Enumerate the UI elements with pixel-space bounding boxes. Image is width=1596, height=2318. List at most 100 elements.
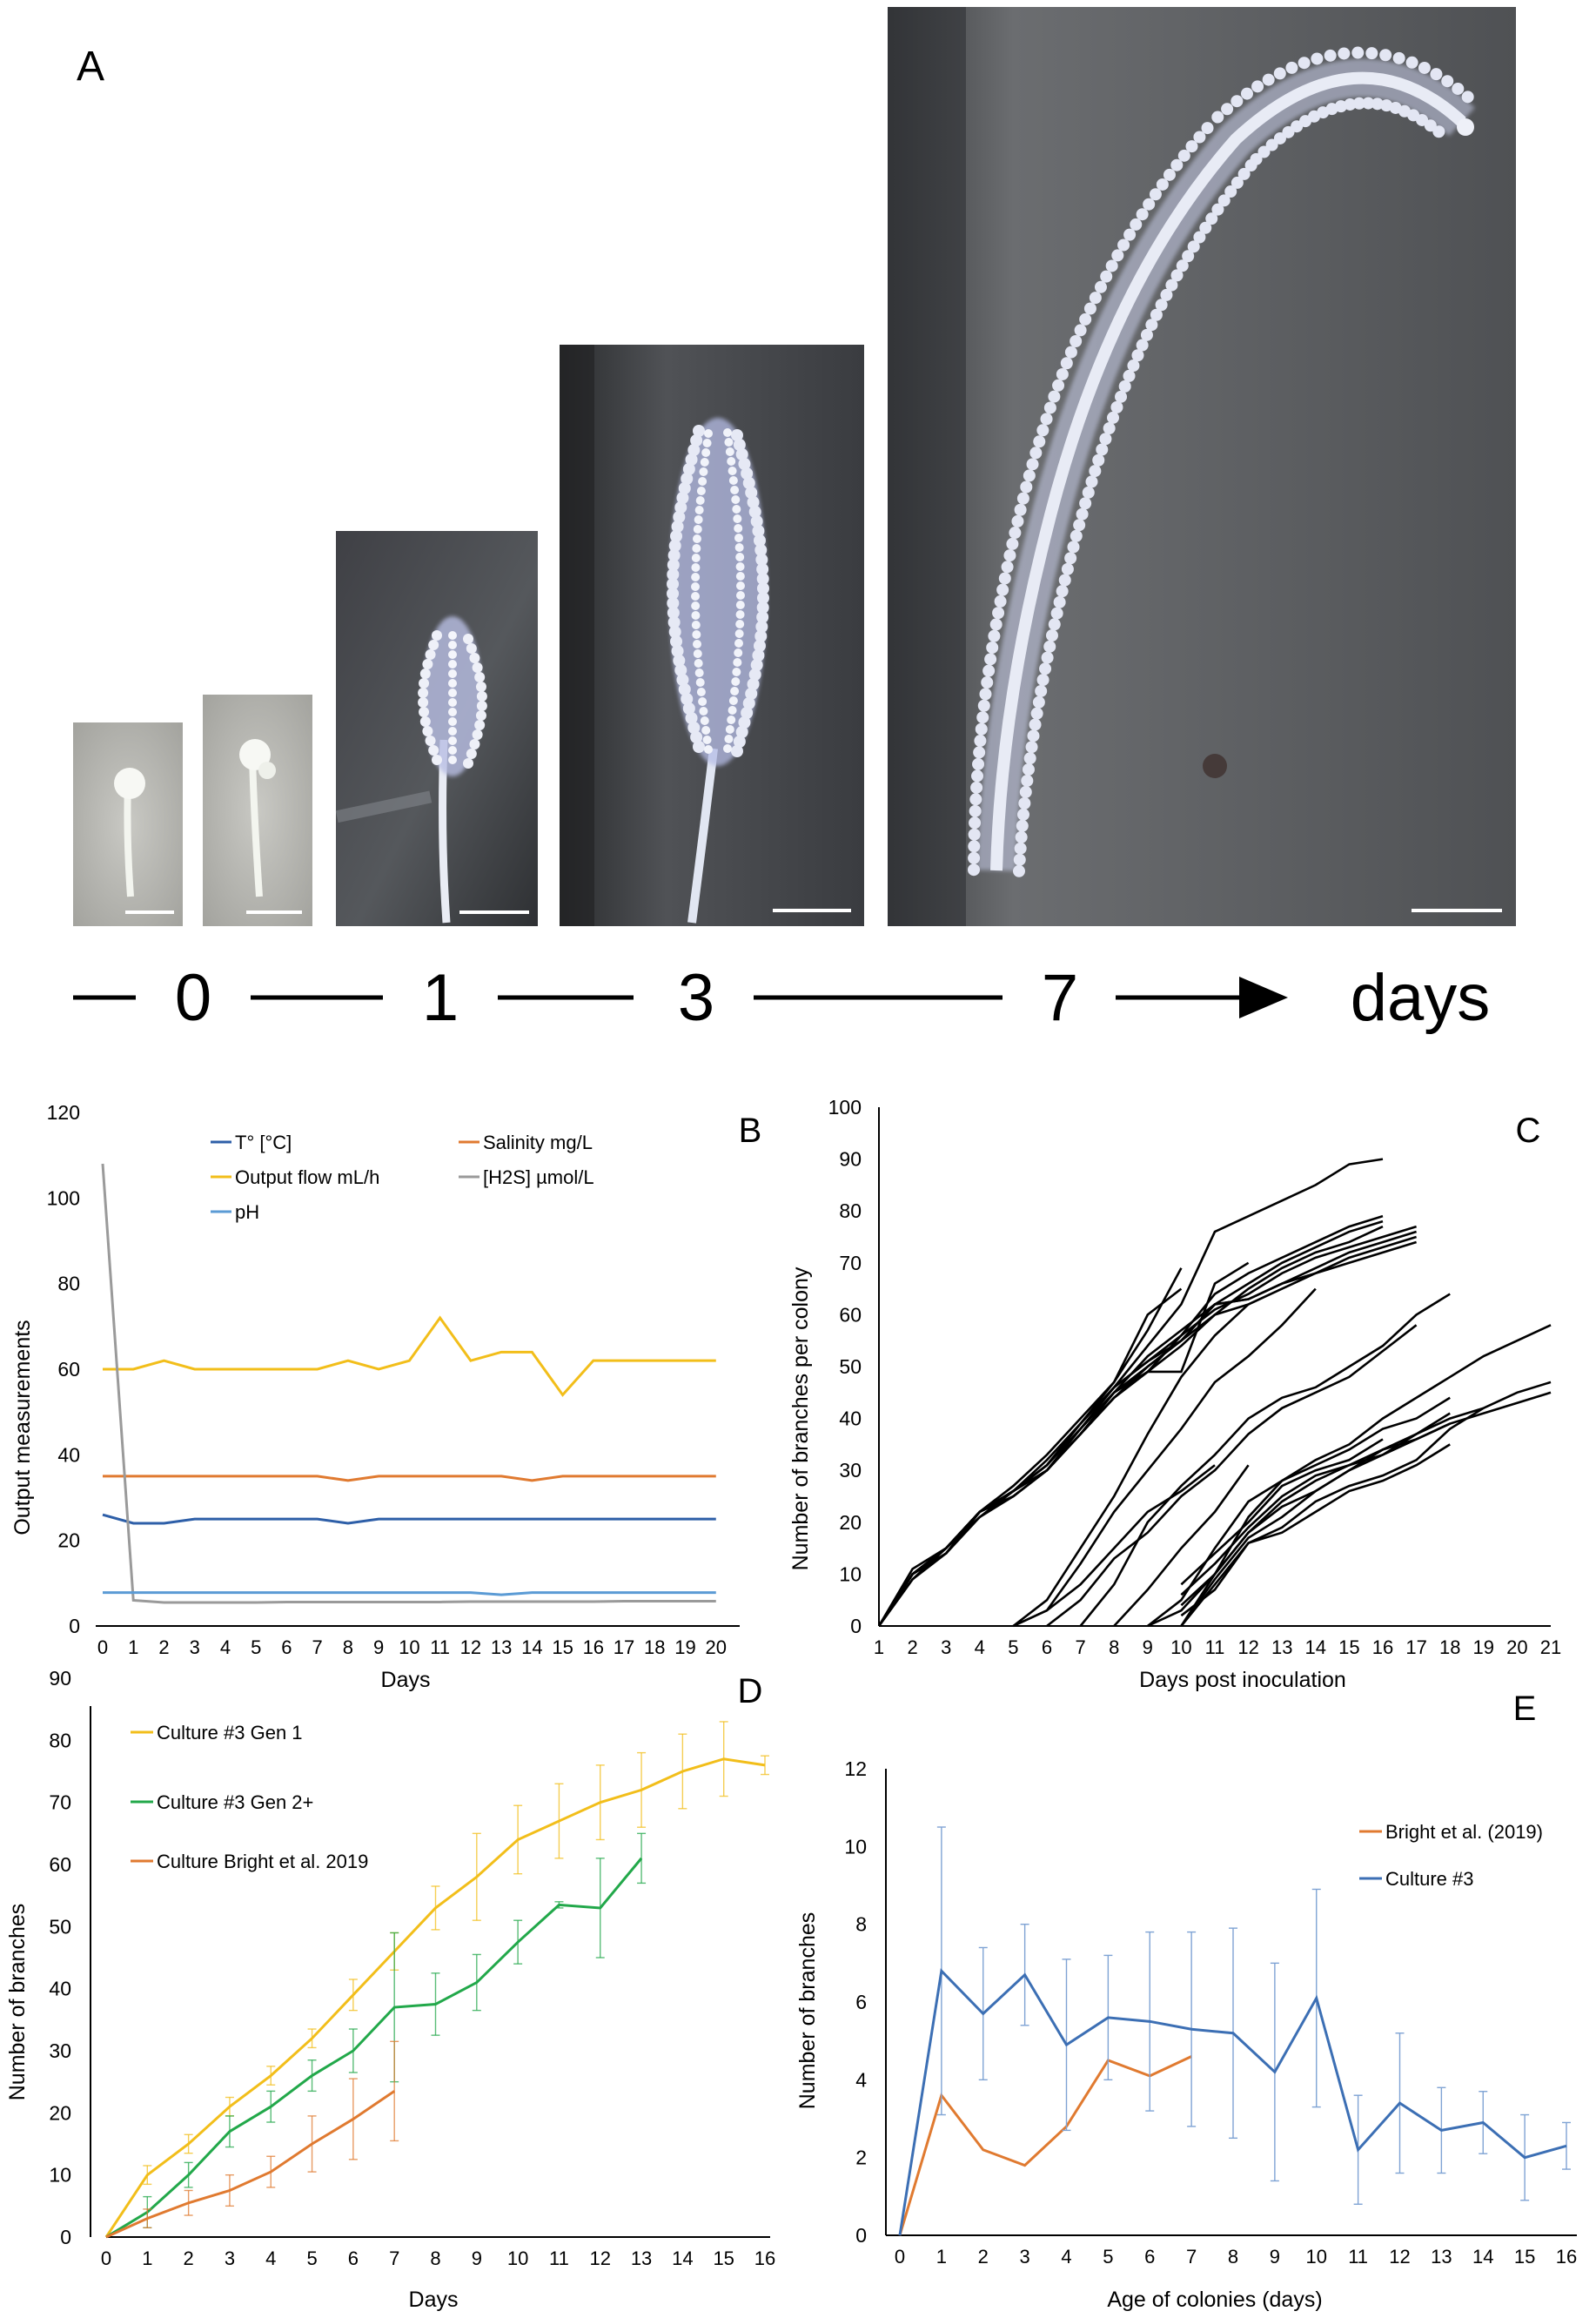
frond-branch	[752, 525, 765, 537]
frond-branch	[742, 697, 755, 709]
frond-branch	[1100, 270, 1113, 283]
panel-d: D Days Number of branches 0 10 20 30 40 50 60 7…	[0, 1667, 783, 2314]
frond-branch	[1352, 97, 1365, 110]
frond-branch	[676, 492, 689, 504]
timeline-label-0: 0	[175, 961, 211, 1035]
frond-branch	[1418, 61, 1431, 74]
frond-branch	[1150, 308, 1163, 321]
frond-branch	[1334, 100, 1347, 113]
chart-d-ytick-label: 40	[49, 1978, 71, 2000]
frond-branch	[1199, 221, 1212, 234]
frond-branch	[742, 477, 755, 489]
frond-branch	[699, 707, 708, 716]
frond-branch	[1025, 741, 1038, 754]
chart-d-ytick-label: 0	[60, 2226, 71, 2248]
frond-branch	[694, 506, 704, 514]
chart-d-ytick-label: 10	[49, 2164, 71, 2187]
frond-branch	[687, 722, 701, 734]
frond-branch	[425, 649, 436, 660]
frond-branch	[1257, 145, 1271, 158]
frond-branch	[692, 630, 701, 639]
frond-branch	[692, 544, 701, 553]
frond-branch	[418, 688, 429, 698]
chart-c-xtick-label: 8	[1109, 1636, 1119, 1658]
frond-branch	[1182, 250, 1195, 263]
frond-branch	[673, 655, 686, 667]
chart-e-ytick-label: 4	[855, 2068, 867, 2091]
frond-branch	[1022, 763, 1035, 776]
frond-branch	[745, 688, 758, 700]
frond-branch	[448, 679, 457, 688]
frond-branch	[1009, 527, 1022, 540]
frond-branch	[1262, 73, 1275, 86]
chart-c-series-line	[877, 1267, 1183, 1627]
chart-b-letter: B	[739, 1112, 762, 1150]
frond-branch	[448, 708, 457, 716]
frond-branch	[745, 487, 758, 499]
frond-branch	[1045, 629, 1058, 642]
frond-branch	[1027, 729, 1040, 742]
frond-branch	[685, 454, 698, 466]
chart-d-xtick-label: 1	[142, 2247, 152, 2269]
frond-branch	[1250, 152, 1263, 165]
frond-branch	[756, 582, 769, 595]
frond-branch	[1074, 324, 1087, 337]
chart-b-xtick-label: 17	[614, 1636, 634, 1658]
frond-branch	[1079, 312, 1092, 326]
frond-branch	[425, 736, 436, 746]
frond-branch	[1251, 80, 1264, 93]
frond-branch	[1040, 413, 1053, 426]
chart-e-legend-label: Culture #3	[1385, 1868, 1474, 1890]
frond-branch	[698, 477, 707, 486]
frond-branch	[747, 678, 760, 690]
frond-branch	[1224, 185, 1237, 198]
frond-branch	[698, 697, 707, 706]
frond-branch	[733, 439, 746, 451]
chart-d-legend-label: Culture Bright et al. 2019	[157, 1851, 368, 1872]
chart-d-xtick-label: 5	[306, 2247, 317, 2269]
frond-branch	[968, 840, 981, 853]
frond-branch	[996, 583, 1009, 596]
frond-branch	[448, 756, 457, 764]
chart-c-series-line	[1012, 1303, 1250, 1628]
frond-branch	[1019, 785, 1032, 798]
frond-branch	[727, 716, 736, 724]
frond-branch	[469, 739, 480, 749]
frond-branch	[998, 572, 1011, 585]
frond-branch	[977, 699, 990, 712]
frond-branch	[1145, 319, 1158, 332]
chart-b-xtick-label: 8	[343, 1636, 353, 1658]
frond-branch	[752, 649, 765, 662]
frond-branch	[1231, 176, 1244, 189]
frond-branch	[1107, 411, 1120, 424]
frond-branch	[724, 735, 734, 743]
frond-branch	[1273, 131, 1286, 144]
frond-branch	[1085, 475, 1098, 488]
frond-branch	[972, 757, 985, 770]
chart-c-series-line	[1079, 1293, 1451, 1627]
frond-branch	[667, 588, 680, 600]
frond-branch	[1221, 103, 1234, 116]
chart-d-xtick-label: 8	[430, 2247, 440, 2269]
colony-photo-day7	[888, 7, 1516, 926]
frond-branch	[474, 672, 486, 682]
chart-b-series-line	[103, 1475, 716, 1482]
frond-branch	[1094, 280, 1107, 293]
chart-b-xtick-label: 19	[674, 1636, 695, 1658]
frond-branch	[982, 664, 996, 677]
frond-branch	[469, 653, 480, 663]
frond-branch	[989, 618, 1003, 631]
frond-branch	[754, 544, 768, 556]
chart-e-xtick-label: 0	[895, 2246, 905, 2268]
frond-branch	[691, 601, 701, 610]
frond-branch	[702, 439, 712, 447]
frond-branch	[735, 581, 745, 590]
chart-b-xlabel: Days	[381, 1668, 431, 1692]
frond-branch	[448, 736, 457, 745]
frond-branch	[691, 582, 701, 591]
frond-branch	[1064, 552, 1077, 565]
frond-branch	[466, 643, 477, 654]
chart-b-ytick-label: 0	[69, 1615, 80, 1637]
frond-branch	[732, 668, 741, 676]
frond-branch	[694, 669, 704, 677]
